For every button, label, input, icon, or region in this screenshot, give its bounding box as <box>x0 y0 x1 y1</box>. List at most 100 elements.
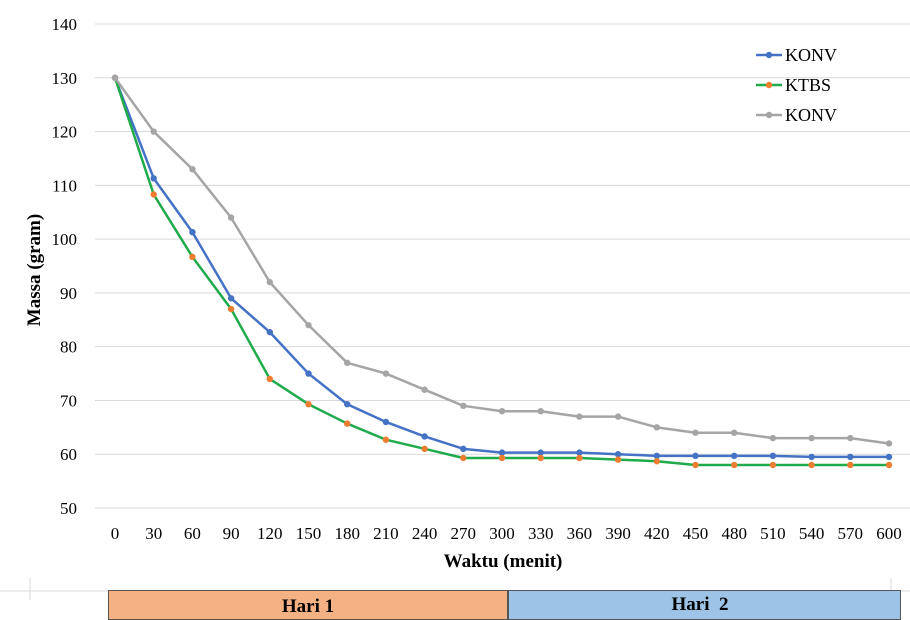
data-point <box>266 278 273 286</box>
x-tick-label: 30 <box>145 524 162 543</box>
series-group <box>111 74 893 469</box>
y-axis-ticks: 50 60 70 80 90 100 110 120 130 140 <box>52 15 78 518</box>
day-1-label: Hari 1 <box>282 596 334 617</box>
data-point <box>731 452 738 460</box>
series-line <box>113 77 890 445</box>
x-tick-label: 120 <box>257 524 283 543</box>
grid-lines <box>95 23 910 509</box>
data-point <box>266 328 273 336</box>
series-3 <box>111 74 893 447</box>
data-point <box>769 452 777 460</box>
legend-swatch-marker <box>765 81 773 89</box>
x-tick-label: 600 <box>876 524 902 543</box>
data-point <box>189 253 196 261</box>
data-point <box>305 401 312 408</box>
x-tick-label: 540 <box>799 524 825 543</box>
data-point <box>460 445 467 453</box>
y-tick-label: 60 <box>60 445 77 464</box>
legend-entry: KONV <box>785 105 837 125</box>
data-point <box>382 418 390 426</box>
x-tick-label: 450 <box>683 524 709 543</box>
data-point <box>576 449 583 456</box>
x-tick-label: 150 <box>296 524 322 543</box>
data-point <box>498 449 506 456</box>
data-point <box>808 461 815 469</box>
y-tick-label: 90 <box>60 284 77 303</box>
legend-swatch-marker <box>765 111 773 119</box>
data-point <box>305 370 312 377</box>
data-point <box>731 461 738 469</box>
data-point <box>150 175 157 182</box>
data-point <box>382 436 390 443</box>
x-tick-label: 60 <box>184 524 201 543</box>
data-point <box>150 191 157 198</box>
x-tick-label: 420 <box>644 524 670 543</box>
data-point <box>227 214 235 221</box>
data-point <box>382 370 390 377</box>
x-tick-label: 360 <box>567 524 593 543</box>
y-tick-label: 70 <box>60 391 77 410</box>
data-point <box>885 453 893 461</box>
y-tick-label: 130 <box>52 69 78 88</box>
data-point <box>344 359 351 366</box>
day-2-label: Hari 2 <box>672 594 729 615</box>
data-point <box>653 424 660 431</box>
y-tick-label: 140 <box>52 15 78 34</box>
x-tick-label: 480 <box>721 524 747 543</box>
x-tick-label: 300 <box>489 524 515 543</box>
y-axis-title: Massa (gram) <box>24 214 45 326</box>
data-point <box>576 413 583 420</box>
legend: KONV KTBS KONV <box>756 45 837 125</box>
x-tick-label: 180 <box>334 524 360 543</box>
data-point <box>344 420 351 427</box>
x-axis-title: Waktu (menit) <box>444 551 563 572</box>
data-point <box>614 456 622 463</box>
data-point <box>421 445 428 453</box>
y-tick-label: 80 <box>60 338 77 357</box>
data-point <box>614 451 622 458</box>
data-point <box>305 321 312 329</box>
data-point <box>460 454 467 462</box>
data-point <box>692 452 699 460</box>
data-point <box>266 375 273 383</box>
data-point <box>227 295 235 302</box>
data-point <box>731 429 738 436</box>
data-point <box>653 452 660 460</box>
data-point <box>227 305 235 313</box>
legend-swatch-marker <box>765 51 773 59</box>
data-point <box>847 434 854 442</box>
x-tick-label: 390 <box>605 524 631 543</box>
y-tick-label: 50 <box>60 499 77 518</box>
data-point <box>847 453 854 461</box>
legend-entry: KTBS <box>785 75 831 95</box>
data-point <box>537 449 544 456</box>
y-tick-label: 100 <box>52 230 78 249</box>
data-point <box>150 128 157 135</box>
y-tick-label: 110 <box>52 176 77 195</box>
data-point <box>808 434 815 442</box>
data-point <box>421 386 428 393</box>
data-point <box>576 454 583 462</box>
data-point <box>498 454 506 462</box>
x-tick-label: 90 <box>223 524 240 543</box>
data-point <box>189 228 196 236</box>
data-point <box>111 74 119 81</box>
data-point <box>808 453 815 461</box>
data-point <box>460 402 467 410</box>
data-point <box>498 408 506 415</box>
data-point <box>614 413 622 420</box>
x-tick-label: 510 <box>760 524 786 543</box>
data-point <box>885 461 893 469</box>
series-line <box>113 77 889 467</box>
x-tick-label: 210 <box>373 524 399 543</box>
day-bars: Hari 1 Hari 2 <box>0 578 910 620</box>
data-point <box>537 454 544 462</box>
x-tick-label: 270 <box>451 524 477 543</box>
x-axis-ticks: 0 30 60 90 120 150 180 210 240 270 300 330 360 390 420… <box>111 524 902 543</box>
data-point <box>769 461 777 469</box>
data-point <box>189 166 196 173</box>
x-tick-label: 240 <box>412 524 438 543</box>
series-1 <box>111 74 893 461</box>
data-point <box>344 401 351 408</box>
